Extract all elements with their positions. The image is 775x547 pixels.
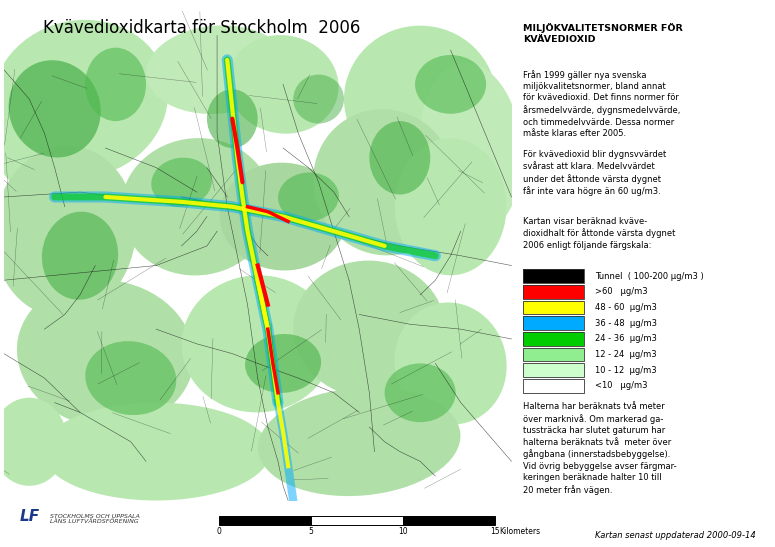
Text: 36 - 48  μg/m3: 36 - 48 μg/m3 — [594, 319, 656, 328]
Bar — [523, 270, 584, 283]
Ellipse shape — [9, 60, 101, 158]
Ellipse shape — [121, 138, 273, 276]
Text: 10 - 12  μg/m3: 10 - 12 μg/m3 — [594, 366, 656, 375]
Bar — [523, 363, 584, 377]
Ellipse shape — [146, 25, 288, 114]
Bar — [523, 270, 584, 283]
Ellipse shape — [370, 121, 430, 195]
Ellipse shape — [293, 260, 446, 398]
Bar — [523, 379, 584, 393]
Ellipse shape — [207, 89, 257, 148]
Text: För kvävedioxid blir dygnsvvärdet
svårast att klara. Medelvvärdet
under det åtto: För kvävedioxid blir dygnsvvärdet svåras… — [523, 150, 666, 196]
Text: 10: 10 — [398, 527, 408, 536]
Text: 0: 0 — [216, 527, 221, 536]
Bar — [523, 316, 584, 330]
Text: >60   μg/m3: >60 μg/m3 — [594, 288, 647, 296]
Ellipse shape — [228, 35, 339, 133]
Bar — [523, 301, 584, 315]
Text: 15: 15 — [490, 527, 500, 536]
Bar — [523, 379, 584, 393]
Ellipse shape — [85, 48, 146, 121]
Bar — [523, 285, 584, 299]
Text: STOCKHOLMS OCH UPPSALA
LÄNS LUFTVÅRDSFÖRENING: STOCKHOLMS OCH UPPSALA LÄNS LUFTVÅRDSFÖR… — [50, 514, 140, 525]
Bar — [311, 516, 403, 525]
Bar — [403, 516, 495, 525]
Text: 48 - 60  μg/m3: 48 - 60 μg/m3 — [594, 303, 656, 312]
Ellipse shape — [219, 162, 346, 270]
Text: Kilometers: Kilometers — [499, 527, 540, 536]
Text: Från 1999 gäller nya svenska
miljökvalitetsnormer, bland annat
för kvävedioxid. : Från 1999 gäller nya svenska miljökvalit… — [523, 69, 680, 138]
Ellipse shape — [151, 158, 212, 207]
Text: LF: LF — [19, 509, 40, 524]
Text: Kartan visar beräknad kväve-
dioxidhalt för åttonde värsta dygnet
2006 enligt fö: Kartan visar beräknad kväve- dioxidhalt … — [523, 217, 676, 249]
Ellipse shape — [384, 363, 456, 422]
Bar — [523, 363, 584, 377]
Text: <10   μg/m3: <10 μg/m3 — [594, 381, 647, 391]
Text: MILJÖKVALITETSNORMER FÖR
KVÄVEDIOXID: MILJÖKVALITETSNORMER FÖR KVÄVEDIOXID — [523, 23, 683, 44]
Text: Halterna har beräknats två meter
över marknivå. Om markerad ga-
tussträcka har s: Halterna har beräknats två meter över ma… — [523, 402, 677, 495]
Ellipse shape — [313, 109, 456, 255]
Bar — [523, 285, 584, 299]
Ellipse shape — [245, 334, 321, 393]
Ellipse shape — [394, 302, 507, 424]
Bar — [523, 332, 584, 346]
Ellipse shape — [181, 275, 334, 412]
Bar — [523, 348, 584, 362]
Ellipse shape — [17, 280, 194, 427]
Ellipse shape — [0, 398, 67, 486]
Bar — [523, 301, 584, 315]
Ellipse shape — [420, 62, 522, 234]
Ellipse shape — [42, 403, 270, 501]
Ellipse shape — [278, 172, 339, 222]
Text: 5: 5 — [308, 527, 313, 536]
Text: Kvävedioxidkarta för Stockholm  2006: Kvävedioxidkarta för Stockholm 2006 — [43, 19, 360, 37]
Bar — [523, 316, 584, 330]
Ellipse shape — [258, 387, 460, 496]
Ellipse shape — [85, 341, 176, 415]
Bar — [219, 516, 311, 525]
Ellipse shape — [415, 55, 486, 114]
Ellipse shape — [344, 26, 496, 172]
Text: Kartan senast uppdaterad 2000-09-14: Kartan senast uppdaterad 2000-09-14 — [595, 531, 756, 540]
Text: Tunnel  ( 100-200 μg/m3 ): Tunnel ( 100-200 μg/m3 ) — [594, 272, 704, 281]
Text: 12 - 24  μg/m3: 12 - 24 μg/m3 — [594, 350, 656, 359]
Text: 24 - 36  μg/m3: 24 - 36 μg/m3 — [594, 334, 656, 344]
Ellipse shape — [42, 212, 118, 300]
Ellipse shape — [0, 146, 136, 317]
Ellipse shape — [0, 72, 95, 194]
Bar — [523, 348, 584, 362]
Bar — [523, 332, 584, 346]
Ellipse shape — [0, 20, 168, 178]
Ellipse shape — [394, 138, 506, 275]
Ellipse shape — [293, 74, 344, 124]
